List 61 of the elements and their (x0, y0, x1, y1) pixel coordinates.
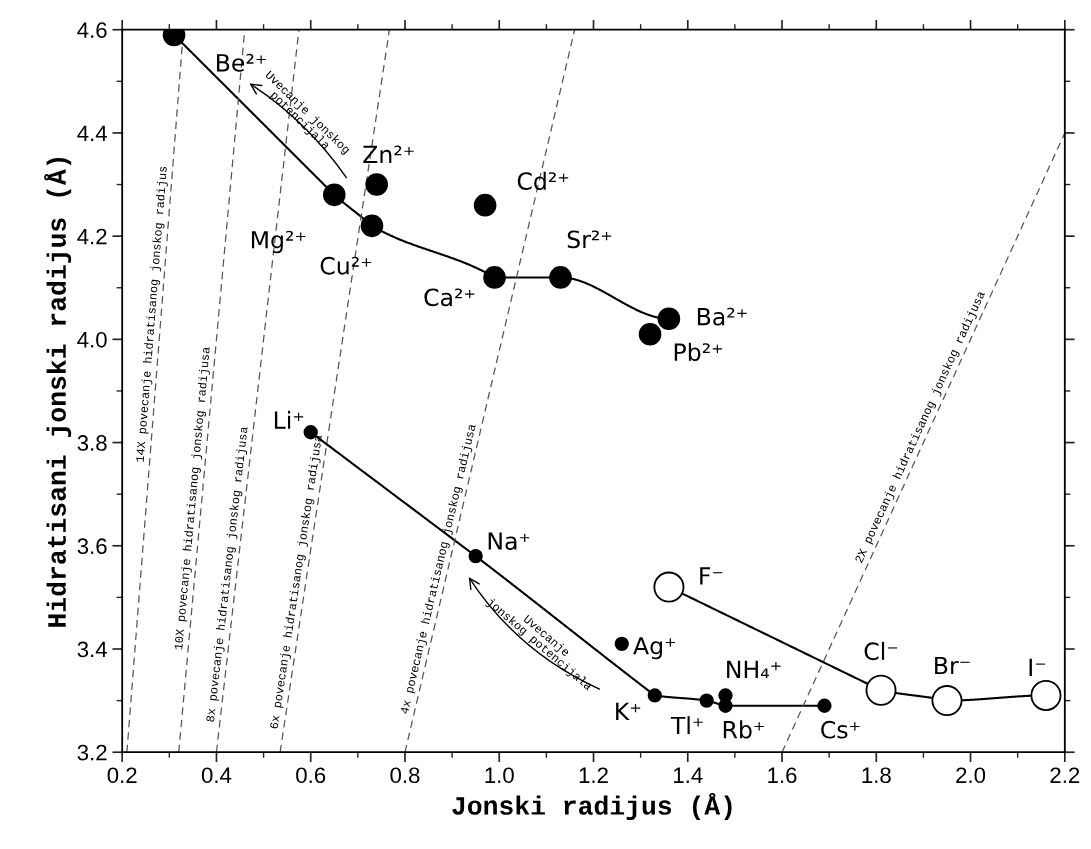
annotation: Ca²⁺ (424, 288, 475, 307)
point (817, 698, 832, 713)
point (638, 322, 662, 346)
x-tick-label: 0.6 (296, 767, 326, 784)
x-tick-label: 2.0 (956, 767, 986, 784)
x-tick-label: 0.4 (201, 767, 232, 784)
y-tick-label: 4.4 (77, 125, 107, 141)
x-tick-label: 2.2 (1050, 767, 1080, 783)
annotation: F⁻ (700, 567, 723, 585)
point (614, 636, 629, 651)
annotation: Br⁻ (935, 656, 970, 675)
y-tick-label: 3.2 (77, 744, 107, 761)
x-tick-label: 1.0 (485, 767, 514, 784)
annotation: Sr²⁺ (567, 230, 612, 249)
point (647, 688, 662, 703)
y-axis-title: Hidratisani jonski radijus (Å) (44, 157, 72, 627)
x-tick-label: 1.8 (862, 767, 891, 784)
annotation: Rb⁺ (723, 720, 764, 739)
y-tick-label: 4.6 (77, 22, 107, 38)
annotation: Pb²⁺ (674, 342, 723, 362)
text: 14X povecanje hidratisanog jonskog radijus (135, 166, 170, 463)
point (365, 173, 389, 196)
point (549, 266, 572, 289)
point (468, 548, 483, 564)
annotation: Cd²⁺ (517, 171, 569, 191)
point (322, 183, 346, 207)
annotation: Mg²⁺ (251, 230, 306, 254)
annotation: Be²⁺ (217, 53, 266, 72)
point (1030, 679, 1062, 711)
point (483, 266, 506, 289)
x-axis-title: Jonski radijus (Å) (452, 793, 732, 821)
point (718, 688, 733, 703)
y-tick-label: 4.0 (77, 331, 107, 348)
point (473, 193, 497, 217)
annotation: K⁺ (616, 702, 641, 720)
x-tick-label: 1.2 (579, 767, 608, 783)
point (653, 571, 685, 603)
annotation: Cs⁺ (821, 720, 860, 739)
point (699, 693, 714, 708)
x-tick-label: 0.8 (390, 767, 420, 784)
x-tick-label: 0.2 (107, 767, 137, 784)
annotation: Zn²⁺ (363, 145, 414, 164)
point (360, 214, 384, 238)
annotation: Tl⁺ (670, 716, 703, 735)
y-tick-label: 3.6 (77, 538, 107, 555)
annotation: Ag⁺ (633, 637, 675, 660)
y-tick-label: 3.8 (77, 435, 107, 451)
point (931, 685, 963, 717)
annotation: Cu²⁺ (320, 256, 372, 275)
x-tick-label: 1.4 (674, 767, 703, 783)
annotation: Li⁺ (274, 410, 304, 429)
point (865, 674, 897, 706)
annotation: Cl⁻ (864, 641, 898, 661)
annotation: Na⁺ (488, 532, 530, 550)
x-tick-label: 1.6 (768, 767, 797, 784)
point (657, 307, 681, 331)
annotation: Ba²⁺ (697, 307, 747, 326)
y-tick-label: 3.4 (77, 641, 107, 658)
y-tick-label: 4.2 (77, 228, 107, 245)
annotation: NH₄⁺ (727, 660, 781, 679)
annotation: I⁻ (1029, 658, 1046, 676)
